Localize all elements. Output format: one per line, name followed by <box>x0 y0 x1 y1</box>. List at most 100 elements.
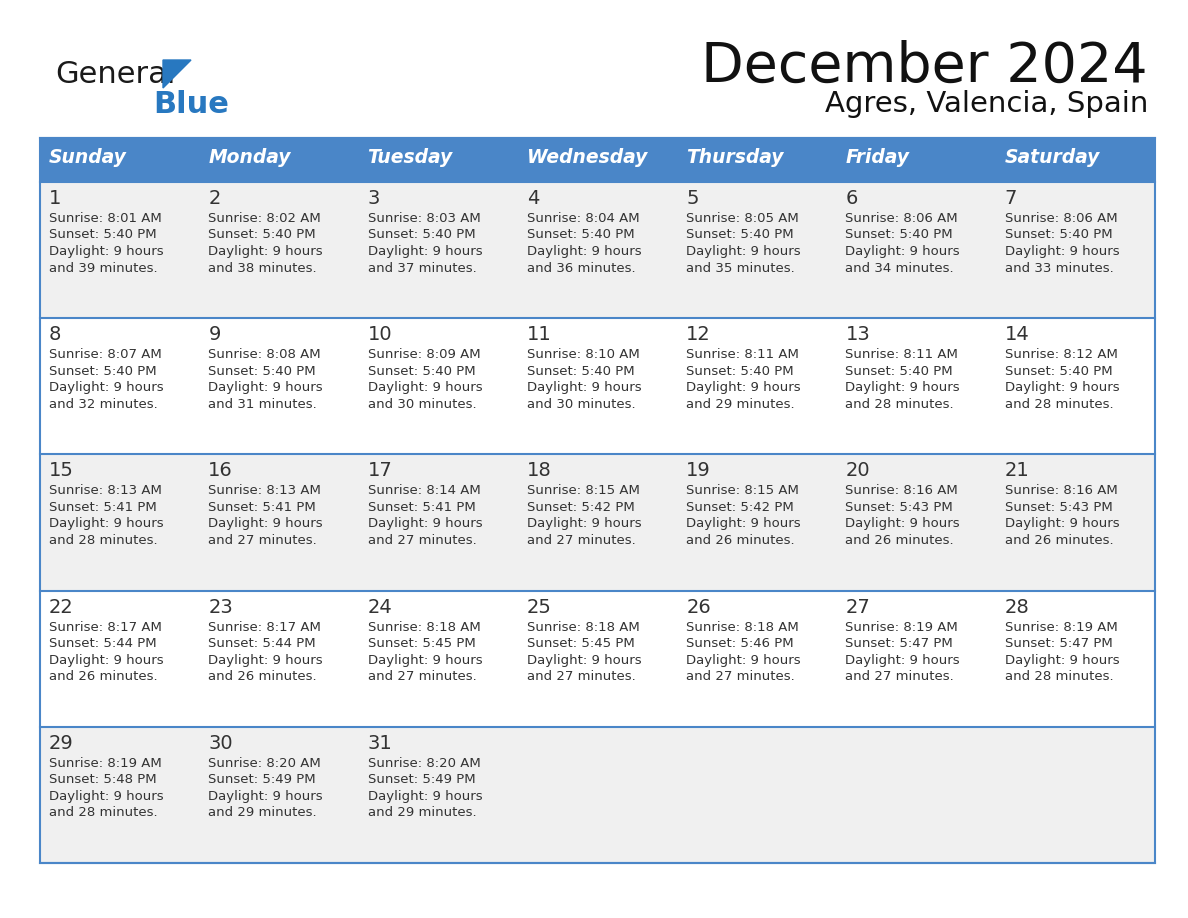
Text: and 27 minutes.: and 27 minutes. <box>526 670 636 683</box>
Text: Sunrise: 8:16 AM: Sunrise: 8:16 AM <box>846 485 959 498</box>
Text: 3: 3 <box>367 189 380 208</box>
Text: Sunrise: 8:18 AM: Sunrise: 8:18 AM <box>687 621 798 633</box>
Text: 4: 4 <box>526 189 539 208</box>
Text: Daylight: 9 hours: Daylight: 9 hours <box>687 381 801 394</box>
Text: and 26 minutes.: and 26 minutes. <box>208 670 317 683</box>
Text: 13: 13 <box>846 325 870 344</box>
Text: Thursday: Thursday <box>687 148 784 167</box>
Text: 27: 27 <box>846 598 870 617</box>
Text: Daylight: 9 hours: Daylight: 9 hours <box>49 789 164 803</box>
Bar <box>40 182 1155 319</box>
Text: Daylight: 9 hours: Daylight: 9 hours <box>1005 245 1119 258</box>
Text: Sunset: 5:40 PM: Sunset: 5:40 PM <box>1005 364 1112 377</box>
Text: Daylight: 9 hours: Daylight: 9 hours <box>526 654 642 666</box>
Text: Sunday: Sunday <box>49 148 127 167</box>
Text: 30: 30 <box>208 733 233 753</box>
Text: and 27 minutes.: and 27 minutes. <box>208 534 317 547</box>
Text: Sunrise: 8:06 AM: Sunrise: 8:06 AM <box>846 212 958 225</box>
Text: Daylight: 9 hours: Daylight: 9 hours <box>526 518 642 531</box>
Text: Sunset: 5:40 PM: Sunset: 5:40 PM <box>846 229 953 241</box>
Text: Daylight: 9 hours: Daylight: 9 hours <box>49 245 164 258</box>
Text: and 26 minutes.: and 26 minutes. <box>846 534 954 547</box>
Text: Sunrise: 8:09 AM: Sunrise: 8:09 AM <box>367 348 480 361</box>
Text: 1: 1 <box>49 189 62 208</box>
Text: Sunset: 5:49 PM: Sunset: 5:49 PM <box>367 773 475 787</box>
Text: 26: 26 <box>687 598 710 617</box>
Text: Sunrise: 8:17 AM: Sunrise: 8:17 AM <box>49 621 162 633</box>
Text: 15: 15 <box>49 462 74 480</box>
Bar <box>40 319 1155 454</box>
Text: Sunset: 5:40 PM: Sunset: 5:40 PM <box>526 364 634 377</box>
Text: and 39 minutes.: and 39 minutes. <box>49 262 158 274</box>
Text: Sunset: 5:44 PM: Sunset: 5:44 PM <box>49 637 157 650</box>
Text: and 27 minutes.: and 27 minutes. <box>526 534 636 547</box>
Text: Sunrise: 8:12 AM: Sunrise: 8:12 AM <box>1005 348 1118 361</box>
Text: 31: 31 <box>367 733 392 753</box>
Text: 20: 20 <box>846 462 870 480</box>
Text: 16: 16 <box>208 462 233 480</box>
Text: Sunrise: 8:19 AM: Sunrise: 8:19 AM <box>1005 621 1118 633</box>
Text: Daylight: 9 hours: Daylight: 9 hours <box>687 518 801 531</box>
Text: Daylight: 9 hours: Daylight: 9 hours <box>367 654 482 666</box>
Text: Sunrise: 8:07 AM: Sunrise: 8:07 AM <box>49 348 162 361</box>
Text: Daylight: 9 hours: Daylight: 9 hours <box>687 654 801 666</box>
Text: Sunrise: 8:13 AM: Sunrise: 8:13 AM <box>208 485 321 498</box>
Text: December 2024: December 2024 <box>701 40 1148 94</box>
Text: Sunrise: 8:14 AM: Sunrise: 8:14 AM <box>367 485 480 498</box>
Text: and 27 minutes.: and 27 minutes. <box>846 670 954 683</box>
Text: Sunrise: 8:17 AM: Sunrise: 8:17 AM <box>208 621 321 633</box>
Text: 22: 22 <box>49 598 74 617</box>
Text: Sunset: 5:40 PM: Sunset: 5:40 PM <box>49 364 157 377</box>
Text: Sunrise: 8:19 AM: Sunrise: 8:19 AM <box>846 621 959 633</box>
Text: Sunset: 5:40 PM: Sunset: 5:40 PM <box>687 364 794 377</box>
Text: and 29 minutes.: and 29 minutes. <box>208 806 317 819</box>
Text: Daylight: 9 hours: Daylight: 9 hours <box>1005 654 1119 666</box>
Text: Daylight: 9 hours: Daylight: 9 hours <box>846 381 960 394</box>
Text: Daylight: 9 hours: Daylight: 9 hours <box>49 381 164 394</box>
Text: Sunset: 5:44 PM: Sunset: 5:44 PM <box>208 637 316 650</box>
Text: Sunrise: 8:06 AM: Sunrise: 8:06 AM <box>1005 212 1118 225</box>
Text: and 27 minutes.: and 27 minutes. <box>687 670 795 683</box>
Text: 28: 28 <box>1005 598 1030 617</box>
Text: 2: 2 <box>208 189 221 208</box>
Text: Sunset: 5:49 PM: Sunset: 5:49 PM <box>208 773 316 787</box>
Text: and 29 minutes.: and 29 minutes. <box>367 806 476 819</box>
Text: Daylight: 9 hours: Daylight: 9 hours <box>208 245 323 258</box>
Text: General: General <box>55 60 176 89</box>
Text: Daylight: 9 hours: Daylight: 9 hours <box>208 518 323 531</box>
Text: and 28 minutes.: and 28 minutes. <box>1005 670 1113 683</box>
Text: and 27 minutes.: and 27 minutes. <box>367 670 476 683</box>
Text: Sunset: 5:41 PM: Sunset: 5:41 PM <box>49 501 157 514</box>
Text: Daylight: 9 hours: Daylight: 9 hours <box>367 245 482 258</box>
Polygon shape <box>163 60 191 88</box>
Text: Sunrise: 8:05 AM: Sunrise: 8:05 AM <box>687 212 798 225</box>
Text: and 28 minutes.: and 28 minutes. <box>1005 397 1113 410</box>
Text: Sunrise: 8:18 AM: Sunrise: 8:18 AM <box>367 621 480 633</box>
Text: 14: 14 <box>1005 325 1030 344</box>
Text: Sunset: 5:40 PM: Sunset: 5:40 PM <box>208 364 316 377</box>
Text: Blue: Blue <box>153 90 229 119</box>
Text: Daylight: 9 hours: Daylight: 9 hours <box>846 245 960 258</box>
Text: Sunrise: 8:20 AM: Sunrise: 8:20 AM <box>208 756 321 770</box>
Bar <box>40 454 1155 590</box>
Text: 12: 12 <box>687 325 710 344</box>
Text: and 26 minutes.: and 26 minutes. <box>49 670 158 683</box>
Text: Daylight: 9 hours: Daylight: 9 hours <box>208 789 323 803</box>
Text: Saturday: Saturday <box>1005 148 1100 167</box>
Text: Sunrise: 8:01 AM: Sunrise: 8:01 AM <box>49 212 162 225</box>
Bar <box>40 138 1155 182</box>
Text: Sunset: 5:40 PM: Sunset: 5:40 PM <box>208 229 316 241</box>
Text: and 37 minutes.: and 37 minutes. <box>367 262 476 274</box>
Text: Sunset: 5:47 PM: Sunset: 5:47 PM <box>846 637 953 650</box>
Text: Sunrise: 8:20 AM: Sunrise: 8:20 AM <box>367 756 480 770</box>
Bar <box>40 138 1155 863</box>
Bar <box>40 727 1155 863</box>
Text: Sunrise: 8:19 AM: Sunrise: 8:19 AM <box>49 756 162 770</box>
Text: Daylight: 9 hours: Daylight: 9 hours <box>526 381 642 394</box>
Text: Daylight: 9 hours: Daylight: 9 hours <box>687 245 801 258</box>
Text: Sunset: 5:40 PM: Sunset: 5:40 PM <box>687 229 794 241</box>
Text: Sunrise: 8:18 AM: Sunrise: 8:18 AM <box>526 621 639 633</box>
Text: Sunrise: 8:11 AM: Sunrise: 8:11 AM <box>846 348 959 361</box>
Text: Sunset: 5:45 PM: Sunset: 5:45 PM <box>367 637 475 650</box>
Text: Sunset: 5:40 PM: Sunset: 5:40 PM <box>49 229 157 241</box>
